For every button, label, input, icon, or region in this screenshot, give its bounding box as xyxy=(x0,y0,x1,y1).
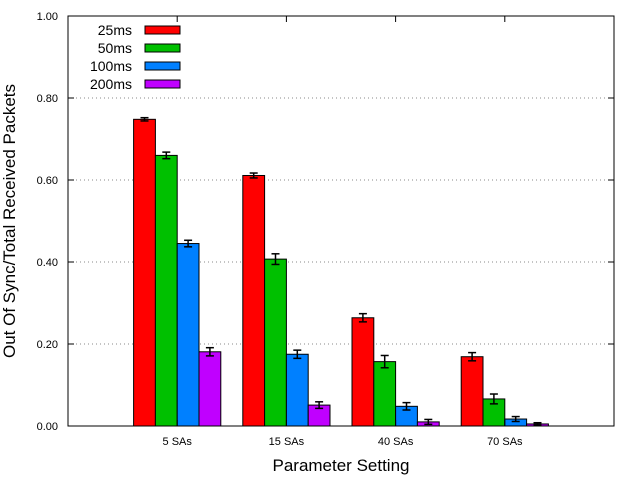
x-axis-title: Parameter Setting xyxy=(272,456,409,475)
axis-ticks: 0.00 0.20 0.40 0.60 0.80 1.00 5 SAs 15 SAs 40 SA… xyxy=(37,11,614,448)
error-bars xyxy=(140,116,542,426)
bar xyxy=(264,258,287,427)
x-tick-label: 5 SAs xyxy=(163,436,193,448)
y-axis-title: Out Of Sync/Total Received Packets xyxy=(0,84,19,358)
legend: 25ms 50ms 100ms 200ms xyxy=(90,22,181,92)
legend-swatch xyxy=(144,25,181,35)
grid-lines xyxy=(68,97,614,345)
legend-swatch xyxy=(144,43,181,53)
y-tick-label: 0.60 xyxy=(37,175,58,187)
x-tick-label: 70 SAs xyxy=(487,436,523,448)
legend-label: 200ms xyxy=(90,76,132,92)
bar xyxy=(285,353,309,427)
bar xyxy=(176,243,200,427)
y-tick-label: 0.40 xyxy=(37,257,58,269)
bar xyxy=(242,174,266,427)
bar xyxy=(154,154,178,427)
bar xyxy=(351,317,375,427)
y-tick-label: 0.80 xyxy=(37,93,58,105)
x-tick-label: 15 SAs xyxy=(269,436,305,448)
x-tick-label: 40 SAs xyxy=(378,436,414,448)
bar xyxy=(373,361,397,427)
bar xyxy=(198,351,222,427)
legend-label: 25ms xyxy=(98,22,132,38)
legend-label: 50ms xyxy=(98,40,132,56)
bars xyxy=(133,118,549,427)
y-tick-label: 0.00 xyxy=(37,421,58,433)
y-tick-label: 1.00 xyxy=(37,11,58,23)
plot-frame xyxy=(67,15,615,427)
y-tick-label: 0.20 xyxy=(37,339,58,351)
legend-label: 100ms xyxy=(90,58,132,74)
legend-swatch xyxy=(144,79,181,89)
bar xyxy=(460,356,484,427)
legend-swatch xyxy=(144,61,181,71)
bar xyxy=(133,118,156,427)
